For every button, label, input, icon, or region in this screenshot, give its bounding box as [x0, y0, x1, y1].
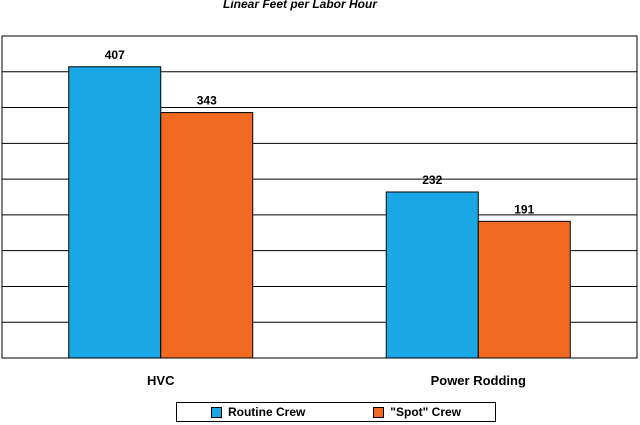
bar-spot-crew-1 — [477, 220, 571, 359]
value-label: 343 — [197, 94, 217, 108]
bars — [68, 66, 571, 359]
legend-item-routine-crew: Routine Crew — [210, 405, 306, 419]
bar-routine-crew-1 — [385, 191, 479, 359]
category-label: HVC — [147, 373, 175, 388]
legend-item-spot-crew: "Spot" Crew — [373, 405, 461, 419]
legend: Routine Crew "Spot" Crew — [176, 402, 496, 422]
chart-title: Linear Feet per Labor Hour — [223, 0, 378, 11]
bar-chart: Linear Feet per Labor Hour 407343232191 … — [1, 0, 638, 388]
legend-swatch-routine-crew — [210, 406, 222, 418]
value-label: 407 — [105, 48, 125, 62]
plot-frame — [1, 35, 638, 359]
value-labels: 407 343 232 191 — [105, 48, 535, 217]
bar-spot-crew-0 — [160, 112, 254, 359]
legend-swatch-spot-crew — [373, 406, 385, 418]
value-label: 232 — [422, 173, 442, 187]
value-label: 191 — [514, 202, 534, 216]
category-label: Power Rodding — [431, 373, 526, 388]
bar-routine-crew-0 — [68, 66, 162, 359]
legend-label-spot-crew: "Spot" Crew — [390, 405, 462, 419]
legend-label-routine-crew: Routine Crew — [227, 405, 306, 419]
category-labels: HVC Power Rodding — [147, 373, 526, 388]
